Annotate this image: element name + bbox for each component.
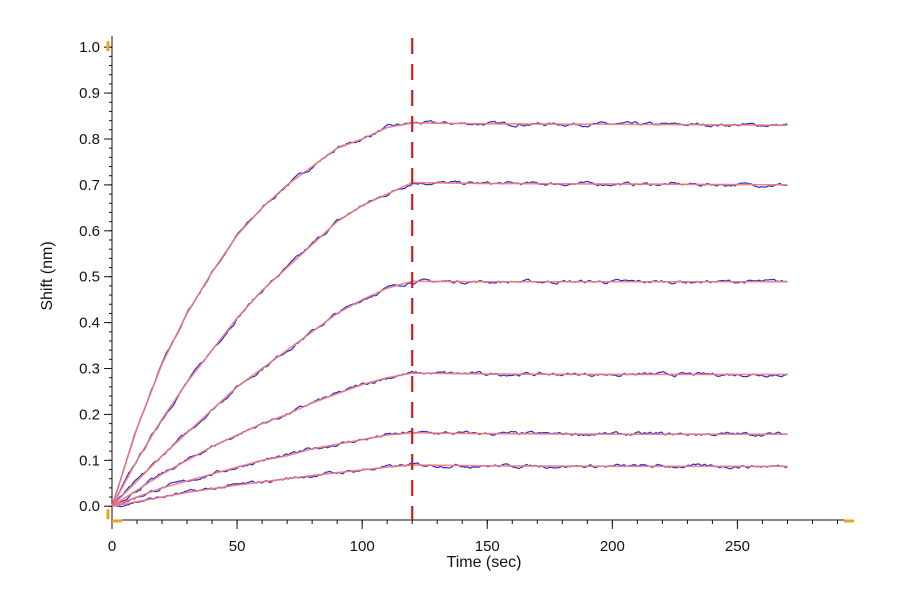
x-tick-label: 250 [725, 538, 750, 555]
y-axis: 0.0 0.1 0.2 0.3 0.4 0.5 0.6 0.7 0.8 0.9 1.0 [79, 36, 113, 520]
y-tick-label: 0.0 [79, 498, 100, 515]
measured-curve-6 [111, 462, 788, 508]
fit-curve-3 [111, 280, 788, 507]
y-tick-label: 0.4 [79, 315, 100, 332]
fit-curve-6 [111, 464, 788, 508]
y-tick-label: 0.2 [79, 406, 100, 423]
measured-curve-1 [111, 119, 788, 507]
fit-curve-1 [111, 122, 788, 507]
y-tick-label: 0.7 [79, 177, 100, 194]
measured-curve-4 [111, 370, 788, 507]
fit-curve-4 [111, 372, 788, 507]
series-layer [111, 119, 788, 508]
x-tick-label: 100 [350, 538, 375, 555]
y-tick-label: 0.6 [79, 223, 100, 240]
x-tick-label: 200 [600, 538, 625, 555]
measured-curve-3 [111, 278, 788, 507]
x-tick-label: 0 [108, 538, 116, 555]
measured-curve-5 [111, 430, 788, 507]
y-tick-label: 0.1 [79, 452, 100, 469]
y-tick-label: 0.8 [79, 131, 100, 148]
fit-curve-5 [111, 431, 788, 507]
x-axis-title: Time (sec) [447, 554, 522, 571]
y-tick-label: 1.0 [79, 39, 100, 56]
x-axis: 0 50 100 150 200 250 [108, 519, 854, 555]
fit-curve-2 [111, 181, 788, 507]
y-tick-label: 0.9 [79, 85, 100, 102]
x-tick-label: 50 [229, 538, 246, 555]
y-tick-label: 0.3 [79, 361, 100, 378]
x-tick-label: 150 [475, 538, 500, 555]
y-tick-label: 0.5 [79, 269, 100, 286]
measured-curve-2 [111, 180, 788, 507]
y-axis-title: Shift (nm) [39, 241, 56, 310]
